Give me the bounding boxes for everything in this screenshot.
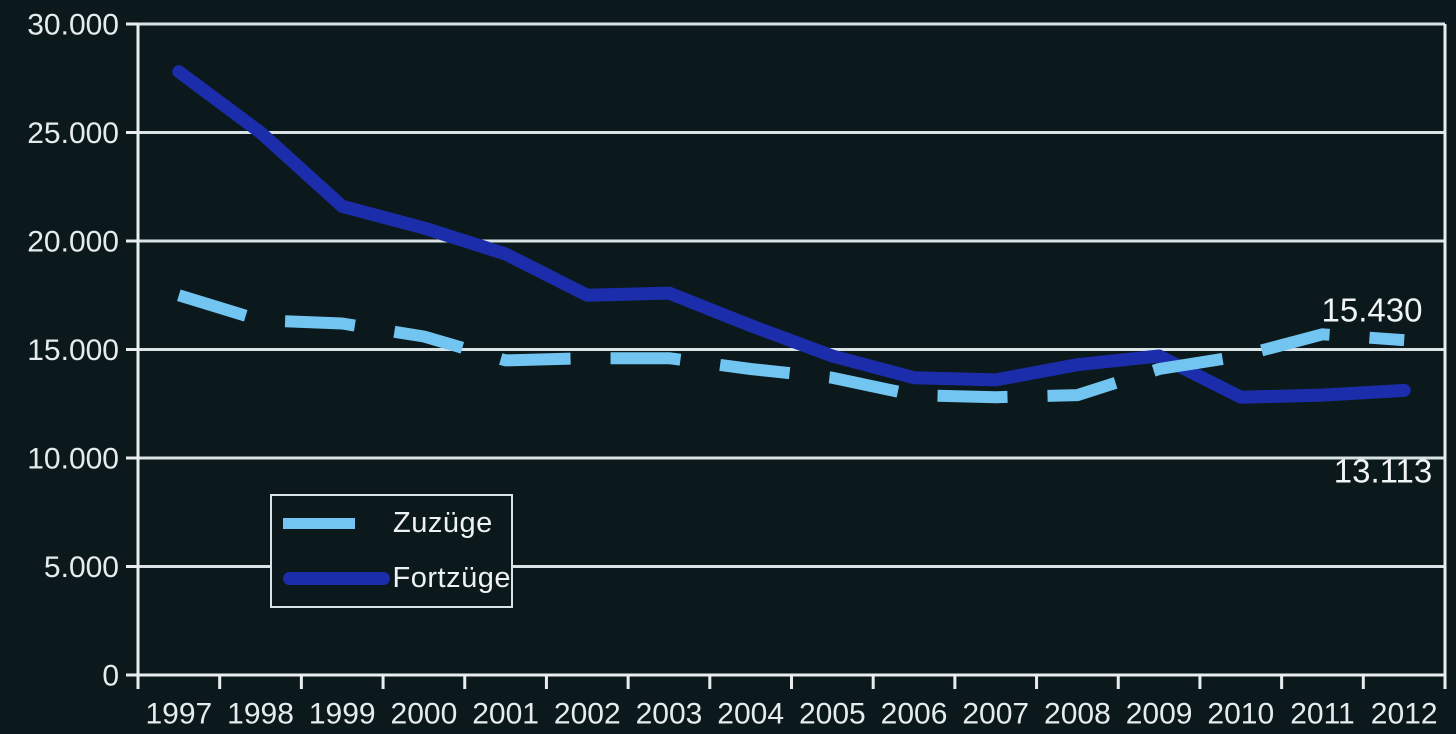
xtick-label-1997: 1997 [145, 698, 212, 731]
ytick-label-5000: 5.000 [44, 551, 119, 584]
ytick-label-15000: 15.000 [27, 334, 119, 367]
xtick-label-2012: 2012 [1371, 698, 1438, 731]
xtick-label-1998: 1998 [227, 698, 294, 731]
xtick-label-2001: 2001 [472, 698, 539, 731]
ytick-label-20000: 20.000 [27, 226, 119, 259]
ytick-label-30000: 30.000 [27, 9, 119, 42]
series-line-fortzüge [172, 65, 1411, 404]
xtick-label-2010: 2010 [1207, 698, 1274, 731]
xtick-label-2007: 2007 [962, 698, 1029, 731]
legend-label-fortzuege: Fortzüge [392, 562, 511, 594]
xtick-label-2006: 2006 [881, 698, 948, 731]
zuzuege-dash-swatch-icon [283, 518, 355, 529]
legend-swatch-column [283, 572, 391, 585]
series-line-zuzüge [177, 289, 1405, 404]
xtick-label-2000: 2000 [391, 698, 458, 731]
xtick-label-2005: 2005 [799, 698, 866, 731]
xtick-label-2002: 2002 [554, 698, 621, 731]
ytick-label-0: 0 [102, 660, 119, 693]
ytick-label-10000: 10.000 [27, 443, 119, 476]
xtick-label-2011: 2011 [1290, 698, 1355, 731]
legend-swatch-column [283, 518, 391, 529]
xtick-label-2009: 2009 [1126, 698, 1193, 731]
legend: Zuzüge Fortzüge [270, 494, 513, 608]
xtick-label-2004: 2004 [717, 698, 784, 731]
annotation-13.113: 13.113 [1334, 453, 1432, 490]
legend-item-zuzuege: Zuzüge [283, 496, 511, 551]
legend-item-fortzuege: Fortzüge [283, 551, 511, 606]
fortzuege-line-swatch-icon [283, 572, 390, 585]
xtick-label-1999: 1999 [309, 698, 376, 731]
annotation-15.430: 15.430 [1322, 292, 1423, 329]
xtick-label-2008: 2008 [1044, 698, 1111, 731]
xtick-label-2003: 2003 [636, 698, 703, 731]
ytick-label-25000: 25.000 [27, 117, 119, 150]
legend-label-zuzuege: Zuzüge [393, 507, 493, 539]
